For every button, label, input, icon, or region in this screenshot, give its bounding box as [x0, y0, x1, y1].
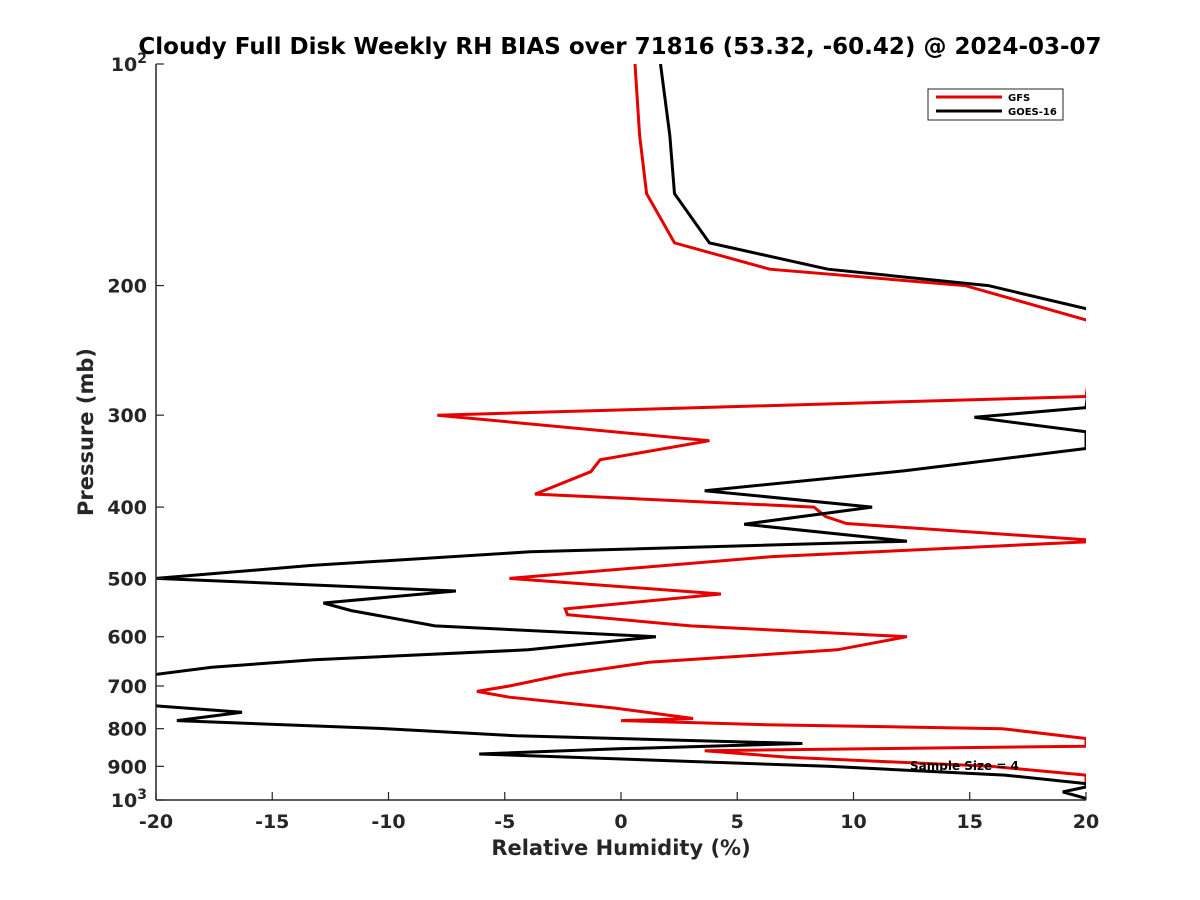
plot-area: -20 -15 -10 -5 0 5 10 15 20 102 200 300 400 500 600 70… [107, 51, 1099, 833]
x-tick-label: 10 [840, 811, 866, 833]
y-tick-label: 103 [111, 787, 147, 812]
x-tick-label: 0 [614, 811, 627, 833]
series-line-goes-16 [156, 64, 1086, 800]
x-tick-label: -5 [494, 811, 515, 833]
y-tick-label: 900 [107, 756, 147, 778]
x-tick-label: -15 [255, 811, 289, 833]
y-tick-label: 400 [107, 497, 147, 519]
legend-label-goes-16: GOES-16 [1008, 107, 1057, 118]
y-tick-label: 700 [107, 676, 147, 698]
y-tick-label: 600 [107, 627, 147, 649]
legend-box [927, 88, 1064, 121]
sample-size-annotation: Sample Size = 4 [910, 759, 1019, 773]
y-tick-label: 102 [111, 51, 147, 76]
y-axis-label: Pressure (mb) [74, 348, 98, 516]
y-tick-label: 500 [107, 568, 147, 590]
y-ticks: 102 200 300 400 500 600 700 800 900 103 [107, 51, 164, 812]
x-tick-label: -10 [371, 811, 405, 833]
x-tick-label: 15 [957, 811, 983, 833]
y-tick-label: 300 [107, 405, 147, 427]
x-axis-label: Relative Humidity (%) [491, 836, 750, 860]
legend-label-gfs: GFS [1008, 93, 1030, 104]
legend: GFS GOES-16 [927, 88, 1064, 121]
x-tick-label: 20 [1073, 811, 1099, 833]
x-tick-label: 5 [731, 811, 744, 833]
x-ticks: -20 -15 -10 -5 0 5 10 15 20 [139, 792, 1099, 833]
x-tick-label: -20 [139, 811, 173, 833]
chart-title: Cloudy Full Disk Weekly RH BIAS over 718… [138, 34, 1101, 60]
series-line-gfs [437, 64, 1086, 786]
series-layer [156, 64, 1086, 800]
y-tick-label: 800 [107, 719, 147, 741]
y-tick-label: 200 [107, 276, 147, 298]
